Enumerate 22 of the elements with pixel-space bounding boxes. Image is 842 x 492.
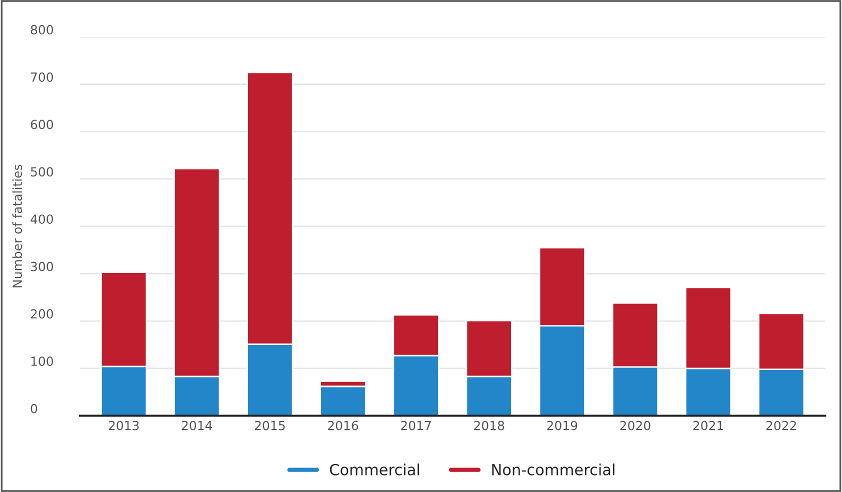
- x-tick-label: 2018: [474, 420, 504, 430]
- legend-label: Non-commercial: [492, 464, 614, 476]
- x-tick-label: 2013: [108, 420, 139, 430]
- legend-label: Commercial: [330, 464, 420, 476]
- x-tick-label: 2014: [182, 420, 212, 430]
- x-tick-label: 2016: [328, 420, 358, 430]
- y-axis-title: Number of fatalities: [12, 164, 22, 288]
- y-tick-label: 300: [30, 262, 54, 272]
- x-tick-label: 2022: [766, 420, 796, 430]
- y-tick-label: 0: [30, 404, 38, 414]
- y-tick-label: 800: [30, 25, 54, 34]
- y-tick-label: 100: [31, 356, 54, 366]
- y-tick-label: 200: [30, 309, 54, 319]
- x-tick-label: 2021: [693, 420, 724, 430]
- y-tick-label: 600: [30, 120, 54, 130]
- x-tick-label: 2019: [547, 420, 578, 430]
- x-tick-label: 2020: [620, 420, 650, 430]
- y-tick-label: 500: [30, 167, 54, 177]
- y-tick-label: 400: [30, 214, 54, 224]
- x-tick-label: 2015: [254, 420, 285, 430]
- x-tick-label: 2017: [401, 420, 431, 430]
- y-tick-label: 700: [31, 72, 54, 82]
